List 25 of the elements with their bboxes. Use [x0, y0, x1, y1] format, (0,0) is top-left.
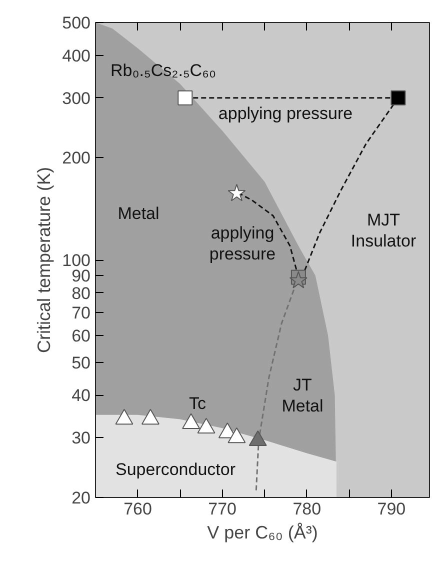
y-tick-label: 80: [72, 284, 91, 303]
y-tick-label: 50: [72, 353, 91, 372]
y-axis-title: Critical temperature (K): [34, 166, 54, 354]
y-tick-label: 400: [62, 46, 91, 66]
x-tick-label: 770: [208, 500, 237, 518]
annotation: Rb₀.₅Cs₂.₅C₆₀: [110, 61, 216, 80]
annotation: Metal: [118, 204, 160, 223]
annotation: JT Metal: [282, 375, 324, 416]
y-tick-label: 60: [72, 326, 91, 346]
x-tick-label: 760: [124, 500, 152, 518]
x-tick-label: 790: [377, 500, 406, 518]
y-tick-label: 70: [72, 304, 91, 323]
y-tick-label: 20: [72, 488, 91, 508]
annotation: Superconductor: [115, 460, 236, 479]
annotation: applying pressure: [218, 104, 353, 123]
y-tick-label: 300: [62, 88, 91, 108]
x-tick-label: 780: [292, 500, 322, 518]
y-tick-label: 200: [62, 148, 91, 168]
annotation: MJT Insulator: [350, 210, 416, 251]
x-axis-title: V per C₆₀ (Å³): [207, 522, 318, 542]
annotation: Tc: [189, 394, 206, 413]
y-tick-label: 40: [72, 386, 91, 406]
y-tick-label: 500: [62, 14, 91, 32]
y-tick-label: 30: [72, 428, 91, 448]
annotation: applying pressure: [209, 223, 276, 264]
